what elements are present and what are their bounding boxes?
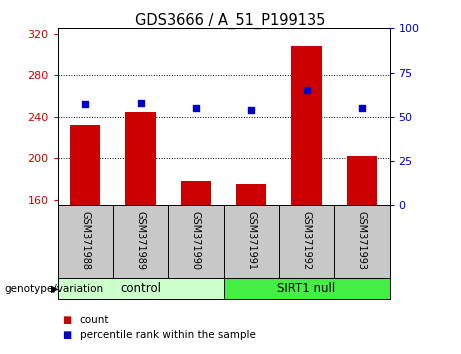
Text: control: control xyxy=(120,282,161,295)
Bar xyxy=(70,125,100,205)
Bar xyxy=(181,181,211,205)
Bar xyxy=(291,46,322,205)
Text: SIRT1 null: SIRT1 null xyxy=(278,282,336,295)
Point xyxy=(248,107,255,113)
Point xyxy=(82,102,89,107)
Text: ■: ■ xyxy=(62,330,71,339)
Text: percentile rank within the sample: percentile rank within the sample xyxy=(80,330,256,339)
Point xyxy=(137,100,144,105)
Text: GSM371991: GSM371991 xyxy=(246,211,256,270)
Text: GSM371993: GSM371993 xyxy=(357,211,367,270)
Text: ▶: ▶ xyxy=(51,284,58,294)
Bar xyxy=(125,112,156,205)
Point xyxy=(303,87,310,93)
Point xyxy=(358,105,366,111)
Bar xyxy=(347,156,377,205)
Text: GSM371992: GSM371992 xyxy=(301,211,312,270)
Bar xyxy=(224,278,390,299)
Point xyxy=(192,105,200,111)
Text: GSM371988: GSM371988 xyxy=(80,211,90,270)
Text: ■: ■ xyxy=(62,315,71,325)
Text: genotype/variation: genotype/variation xyxy=(5,284,104,294)
Text: count: count xyxy=(80,315,109,325)
Bar xyxy=(58,278,224,299)
Text: GSM371990: GSM371990 xyxy=(191,211,201,270)
Bar xyxy=(236,184,266,205)
Text: GSM371989: GSM371989 xyxy=(136,211,146,270)
Text: GDS3666 / A_51_P199135: GDS3666 / A_51_P199135 xyxy=(136,12,325,29)
